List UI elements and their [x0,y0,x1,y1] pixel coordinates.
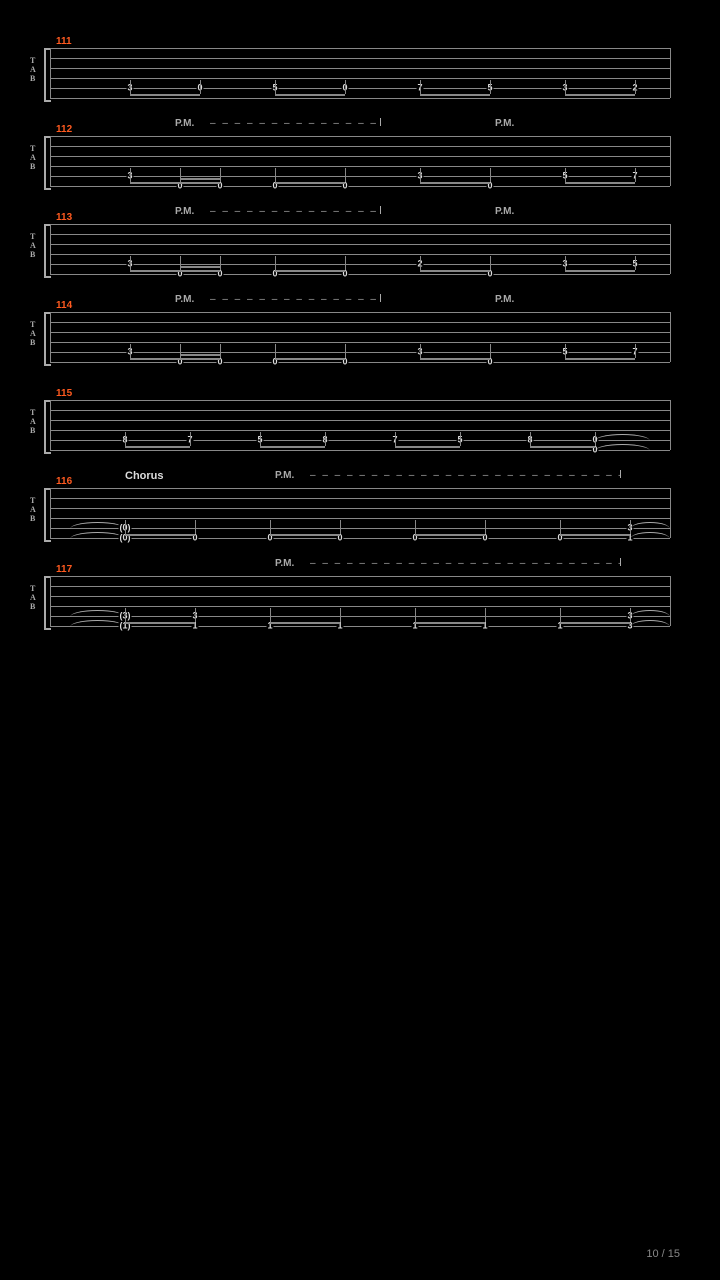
section-label: Chorus [125,470,164,482]
pm-end [620,470,621,478]
annotation-row: P.M. – – – – – – – – – – – – – – – – – – … [50,206,670,224]
barline [670,224,671,274]
measure-block: P.M. – – – – – – – – – – – – – – – – – – … [50,118,670,186]
measure-block: 111TAB30507532 [50,30,670,98]
annotation-row: P.M. – – – – – – – – – – – – – – – – – – … [50,118,670,136]
tab-clef-label: TAB [30,320,36,347]
pm-dash: – – – – – – – – – – – – – – – – – – – – … [310,470,620,481]
measure-block: Chorus P.M. – – – – – – – – – – – – – – – … [50,470,670,538]
beam-group [50,608,670,633]
measure-number: 114 [56,300,72,311]
tab-clef-label: TAB [30,232,36,259]
pm-label: P.M. [275,470,294,481]
annotation-row: P.M. – – – – – – – – – – – – – – – – – – … [50,558,670,576]
measure-block: 115TAB875875800 [50,382,670,450]
annotation-row [50,30,670,48]
measure-number: 113 [56,212,72,223]
annotation-row [50,382,670,400]
pm-dash: – – – – – – – – – – – – – – – – – – – – … [210,206,380,217]
beam-group [50,432,670,457]
barline [670,312,671,362]
beam-group [50,344,670,369]
measure-number: 111 [56,36,72,47]
pm-dash: – – – – – – – – – – – – – – – – – – – – … [310,558,620,569]
measure-block: P.M. – – – – – – – – – – – – – – – – – – … [50,206,670,274]
annotation-row: Chorus P.M. – – – – – – – – – – – – – – – … [50,470,670,488]
beam-group [50,256,670,281]
barline [670,488,671,538]
measure-number: 115 [56,388,72,399]
measure-number: 116 [56,476,72,487]
measure-number: 117 [56,564,72,575]
tab-clef-label: TAB [30,408,36,435]
pm-label: P.M. [175,206,194,217]
pm-end [380,118,381,126]
measure-block: P.M. – – – – – – – – – – – – – – – – – – … [50,294,670,362]
tab-clef-label: TAB [30,56,36,83]
pm-dash: – – – – – – – – – – – – – – – – – – – – … [210,118,380,129]
pm-label: P.M. [275,558,294,569]
pm-label: P.M. [175,118,194,129]
barline [670,48,671,98]
pm-end [380,294,381,302]
measure-number: 112 [56,124,72,135]
barline [670,136,671,186]
beam-group [50,520,670,545]
tab-clef-label: TAB [30,496,36,523]
pm-label: P.M. [495,206,514,217]
tab-clef-label: TAB [30,144,36,171]
beam-group [50,80,670,105]
measure-block: P.M. – – – – – – – – – – – – – – – – – – … [50,558,670,626]
pm-end [620,558,621,566]
pm-label: P.M. [495,118,514,129]
pm-end [380,206,381,214]
pm-dash: – – – – – – – – – – – – – – – – – – – – … [210,294,380,305]
annotation-row: P.M. – – – – – – – – – – – – – – – – – – … [50,294,670,312]
beam-group [50,168,670,193]
pm-label: P.M. [495,294,514,305]
tab-clef-label: TAB [30,584,36,611]
pm-label: P.M. [175,294,194,305]
barline [670,576,671,626]
page-number: 10 / 15 [646,1248,680,1260]
barline [670,400,671,450]
